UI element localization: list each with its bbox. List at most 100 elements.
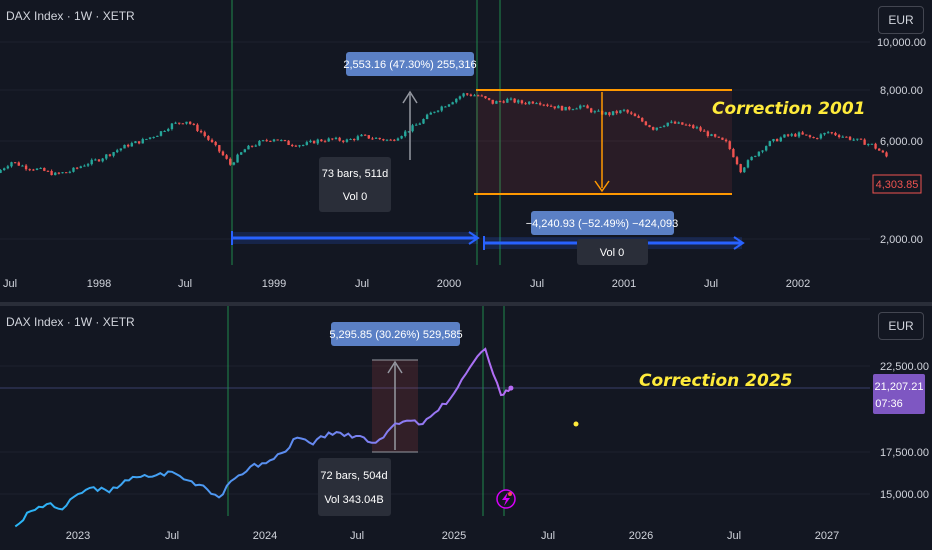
candle — [728, 141, 731, 150]
price-grid — [0, 365, 870, 495]
candle — [258, 140, 261, 146]
candle — [476, 95, 480, 97]
price-badge — [872, 174, 922, 194]
candle — [367, 135, 370, 139]
candle — [524, 103, 527, 105]
price-line-series[interactable] — [14, 347, 512, 528]
candle — [808, 135, 812, 137]
chart-panel-2025[interactable]: 5,295.85 (30.26%) 529,585 72 bars, 504d … — [0, 306, 932, 550]
currency-button[interactable]: EUR — [878, 6, 924, 34]
measure-vol-text: Vol 343.04B — [324, 494, 383, 506]
candle — [6, 166, 10, 169]
x-tick-label: 2023 — [66, 530, 90, 542]
candle — [312, 140, 316, 144]
candle — [528, 101, 531, 104]
candle — [50, 170, 53, 176]
x-tick-label: Jul — [541, 530, 555, 542]
currency-button[interactable]: EUR — [878, 312, 924, 340]
measure-down-box[interactable] — [531, 211, 674, 235]
candle — [167, 129, 170, 131]
candle — [775, 139, 779, 142]
measure-up-box[interactable] — [346, 52, 474, 76]
candle — [695, 127, 699, 129]
candle — [221, 151, 225, 156]
candles-group — [0, 92, 888, 176]
x-tick-label: Jul — [3, 278, 17, 290]
x-tick-label: 1998 — [87, 278, 111, 290]
pane-divider[interactable] — [0, 302, 932, 306]
candle — [484, 96, 487, 99]
x-tick-label: 2000 — [437, 278, 461, 290]
y-tick-label: 10,000.00 — [877, 37, 926, 49]
candle — [436, 110, 440, 112]
candle — [152, 136, 155, 138]
x-tick-label: Jul — [727, 530, 741, 542]
candle — [79, 166, 82, 168]
candle — [353, 138, 356, 140]
candle — [338, 137, 341, 141]
candle — [130, 143, 134, 147]
candle — [349, 138, 352, 140]
measure-up-arrow-head — [387, 360, 403, 374]
candle — [75, 167, 79, 169]
measure-down-text: −4,240.93 (−52.49%) −424,093 — [526, 218, 679, 230]
x-tick-label: 2027 — [815, 530, 839, 542]
candle — [487, 98, 491, 100]
candle — [327, 138, 330, 142]
y-tick-label: 17,500.00 — [880, 447, 929, 459]
y-tick-label: 6,000.00 — [880, 136, 923, 148]
event-dot — [508, 492, 512, 496]
candle — [207, 135, 210, 140]
x-tick-label: Jul — [704, 278, 718, 290]
measure-down-vol-box[interactable] — [577, 239, 648, 265]
measure-up-box[interactable] — [331, 322, 460, 346]
symbol-label[interactable]: DAX Index · 1W · XETR — [6, 9, 135, 23]
chart-panel-2001[interactable]: 2,553.16 (47.30%) 255,316 73 bars, 511d … — [0, 0, 932, 302]
candle — [553, 106, 556, 109]
y-tick-label: 15,000.00 — [880, 489, 929, 501]
candle — [261, 140, 265, 142]
candle — [94, 159, 97, 161]
candle — [334, 137, 338, 140]
candle — [272, 139, 276, 142]
candle — [633, 113, 637, 117]
candle — [422, 119, 425, 124]
candle — [0, 170, 2, 173]
candle — [250, 145, 254, 147]
candlestick-chart-2001[interactable]: 2,553.16 (47.30%) 255,316 73 bars, 511d … — [0, 0, 932, 302]
candle — [13, 162, 17, 164]
candle — [589, 108, 593, 113]
candle — [648, 125, 651, 128]
candle — [414, 124, 418, 126]
candle — [199, 130, 203, 133]
candle — [287, 140, 290, 145]
x-tick-label: 2026 — [629, 530, 653, 542]
candle — [863, 139, 866, 145]
measure-bars-box[interactable] — [319, 157, 391, 212]
candle — [64, 172, 68, 174]
candle — [826, 132, 830, 134]
candle — [506, 98, 509, 103]
candle — [316, 139, 319, 144]
candle — [24, 165, 28, 170]
candle — [837, 135, 841, 138]
candle — [743, 167, 746, 173]
candle — [692, 125, 695, 129]
candle — [790, 134, 793, 136]
candle — [852, 139, 855, 141]
candle — [185, 121, 188, 124]
candle — [10, 162, 13, 167]
candle — [823, 132, 826, 135]
candle — [768, 141, 772, 147]
candle — [473, 95, 476, 97]
candle — [411, 125, 414, 132]
candle — [374, 137, 378, 139]
candle — [382, 139, 385, 141]
line-chart-2025[interactable]: 5,295.85 (30.26%) 529,585 72 bars, 504d … — [0, 306, 932, 550]
candle — [462, 93, 465, 97]
symbol-label[interactable]: DAX Index · 1W · XETR — [6, 315, 135, 329]
candle — [819, 134, 823, 139]
candle — [812, 136, 815, 139]
candle — [225, 155, 228, 159]
measure-bars-box[interactable] — [318, 458, 391, 516]
